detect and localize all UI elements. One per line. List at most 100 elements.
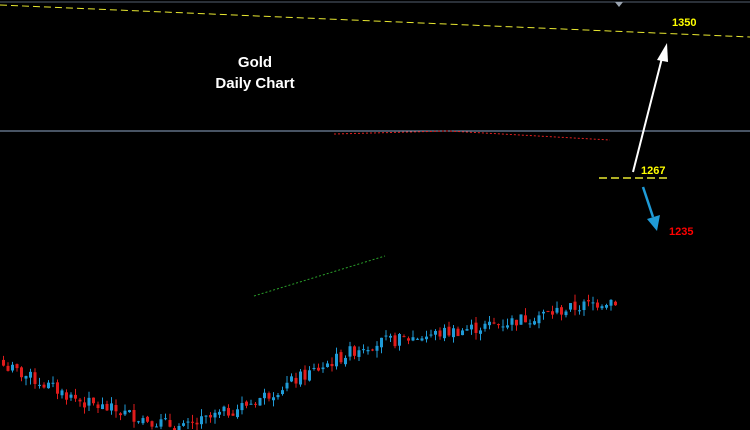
candle-bull <box>128 410 131 413</box>
candle-bear <box>497 324 500 326</box>
candle-bull <box>506 325 509 328</box>
candle-bear <box>227 407 230 416</box>
candle-bear <box>92 397 95 404</box>
candle-bear <box>371 349 374 351</box>
candle-bear <box>614 301 617 306</box>
candle-bull <box>258 397 262 406</box>
candle-bear <box>353 346 356 356</box>
candle-bull <box>389 335 392 338</box>
scroll-marker-icon <box>615 2 623 7</box>
candle-bull <box>416 338 419 340</box>
candle-bull <box>411 337 415 341</box>
candle-bull <box>380 337 383 348</box>
candle-bull <box>542 311 545 314</box>
candle-bull <box>537 315 541 324</box>
candle-bull <box>263 392 266 399</box>
candle-bear <box>20 367 23 378</box>
candle-bull <box>591 302 595 304</box>
candle-bull <box>308 370 311 381</box>
candle-bull <box>236 409 239 418</box>
candle-bear <box>438 330 442 337</box>
candle-bull <box>110 403 113 411</box>
candle-bear <box>339 352 343 363</box>
candle-bull <box>569 303 572 310</box>
candle-bear <box>132 409 136 422</box>
candle-bull <box>159 419 163 427</box>
candle-bull <box>425 336 428 340</box>
candle-bull <box>137 421 140 423</box>
candle-bear <box>83 402 86 408</box>
candle-bull <box>384 335 388 337</box>
candle-bull <box>326 363 329 368</box>
candle-bull <box>204 415 208 417</box>
candle-bear <box>191 421 194 423</box>
candle-bull <box>312 367 316 369</box>
candle-bull <box>47 382 50 389</box>
arrow-down-icon <box>641 186 660 231</box>
candle-bear <box>2 359 5 366</box>
candle-bear <box>15 364 19 369</box>
candle-bear <box>407 338 410 341</box>
chart-title: Gold Daily Chart <box>195 52 315 94</box>
candle-bull <box>276 395 280 398</box>
candle-bull <box>609 299 613 306</box>
candle-bull <box>51 382 55 384</box>
candle-bull <box>222 406 226 412</box>
candle-bear <box>56 382 59 394</box>
candle-bull <box>200 416 203 425</box>
candle-bear <box>96 404 100 409</box>
candle-bear <box>33 372 37 384</box>
candle-bear <box>596 302 599 308</box>
candle-bull <box>429 334 433 336</box>
candle-bull <box>164 418 167 420</box>
candle-bull <box>321 367 325 370</box>
candle-bear <box>515 319 518 326</box>
candle-bear <box>551 311 554 315</box>
candle-bull <box>533 321 536 325</box>
candle-bull <box>564 311 568 316</box>
candle-bear <box>456 328 460 337</box>
candle-bull <box>182 423 185 426</box>
candle-bull <box>290 376 293 382</box>
candle-bear <box>492 322 496 324</box>
candle-bull <box>29 371 32 378</box>
candle-bear <box>573 301 577 310</box>
candle-bull <box>272 397 275 401</box>
candle-bull <box>479 330 482 334</box>
candle-bear <box>119 413 122 416</box>
candle-bear <box>42 384 46 388</box>
candle-bull <box>605 305 608 308</box>
candle-bear <box>114 405 118 412</box>
candle-bear <box>78 399 82 402</box>
candle-bull <box>582 301 586 311</box>
candle-bull <box>600 306 604 309</box>
candle-bull <box>281 390 284 395</box>
candle-bull <box>155 426 158 428</box>
candle-bull <box>555 307 559 313</box>
candle-bear <box>168 420 172 427</box>
level-label-1267: 1267 <box>641 165 666 177</box>
candle-bull <box>488 321 491 326</box>
candle-bull <box>344 357 347 365</box>
candle-bull <box>420 338 424 341</box>
candle-bull <box>461 330 464 336</box>
candle-bull <box>470 324 473 330</box>
candle-bull <box>510 318 514 325</box>
candle-bear <box>105 403 109 411</box>
candle-bull <box>186 421 190 423</box>
candle-bull <box>362 349 365 351</box>
candle-bull <box>123 410 127 415</box>
level-label-1350: 1350 <box>672 17 697 29</box>
candle-bull <box>87 397 91 406</box>
candle-bear <box>474 322 478 333</box>
candle-bear <box>231 413 235 416</box>
candle-bear <box>6 365 10 371</box>
level-label-1235: 1235 <box>669 226 694 238</box>
candle-bear <box>402 336 406 338</box>
candles <box>2 294 617 430</box>
candle-bear <box>294 377 298 384</box>
candle-bull <box>375 345 379 351</box>
support-trendline <box>253 255 386 297</box>
